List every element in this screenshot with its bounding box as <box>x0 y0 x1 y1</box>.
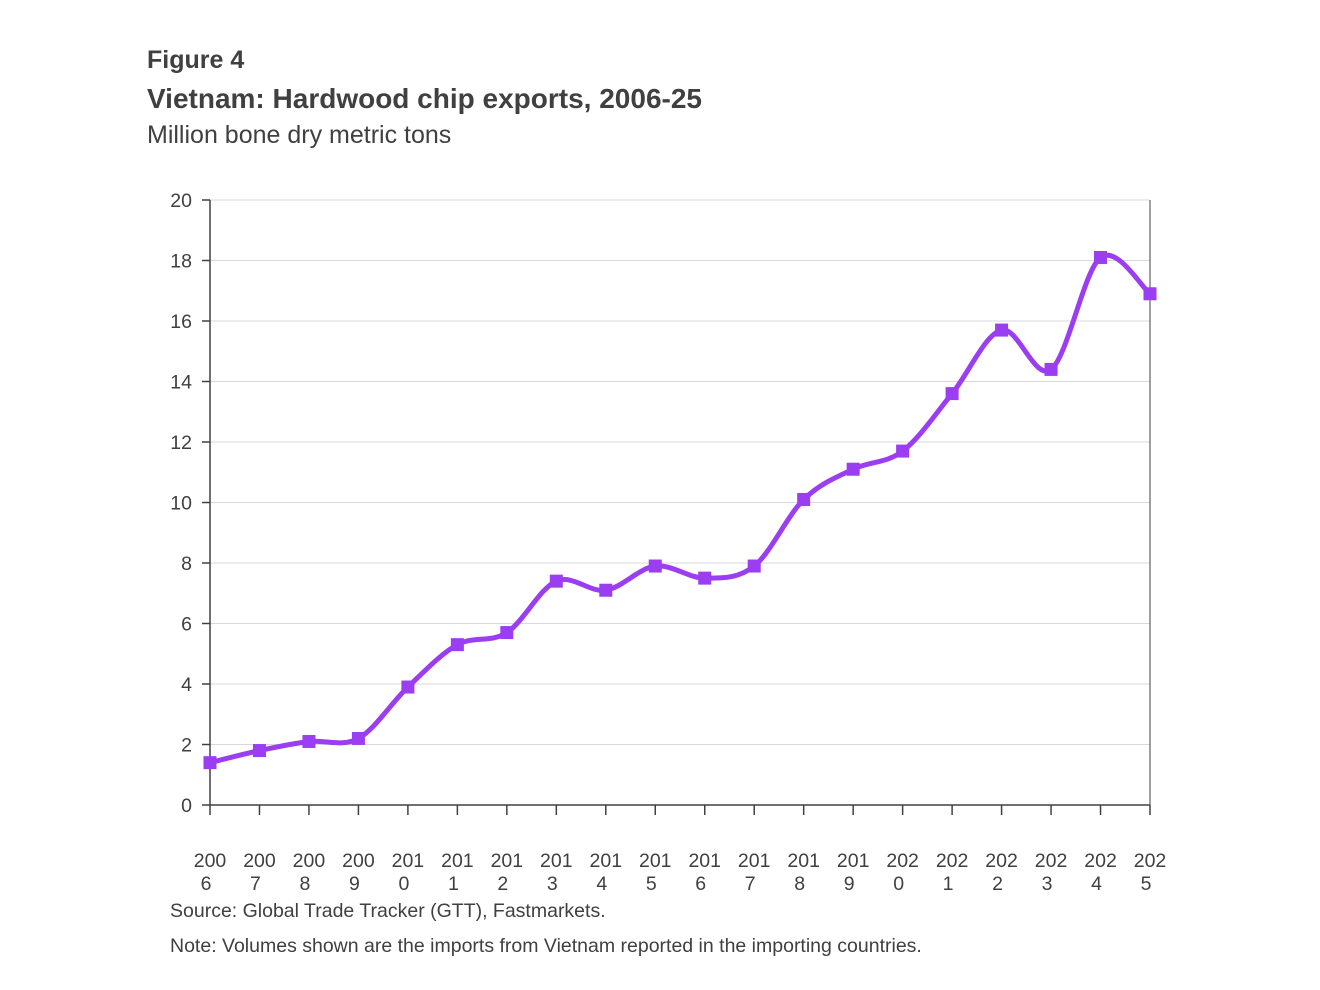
data-point-2013 <box>549 574 563 588</box>
series-line <box>203 250 1157 770</box>
x-tick-label: 202 0 <box>886 850 919 895</box>
chart-subtitle: Million bone dry metric tons <box>147 121 452 149</box>
data-point-2012 <box>500 626 514 640</box>
data-point-2018 <box>797 492 811 506</box>
data-point-2022 <box>995 323 1009 337</box>
x-tick-label: 201 7 <box>738 850 771 895</box>
tick-labels: 0 2 4 6 8 10 12 14 16 18 20 200 6 200 7 200 8 200 9 201 0 201… <box>170 190 1166 895</box>
data-point-2024 <box>1094 250 1108 264</box>
x-tick-label: 202 4 <box>1084 850 1117 895</box>
footnote: Note: Volumes shown are the imports from… <box>170 935 922 957</box>
data-point-2020 <box>896 444 910 458</box>
x-tick-label: 200 7 <box>243 850 276 895</box>
x-tick-label: 201 2 <box>491 850 524 895</box>
x-tick-label: 201 3 <box>540 850 573 895</box>
data-point-2021 <box>945 387 959 401</box>
data-point-2009 <box>351 731 365 745</box>
x-tick-label: 201 1 <box>441 850 474 895</box>
x-tick-label: 201 8 <box>787 850 820 895</box>
x-tick-label: 200 8 <box>293 850 326 895</box>
y-tick-label: 12 <box>170 432 192 454</box>
x-tick-label: 201 9 <box>837 850 870 895</box>
axes <box>202 199 1151 815</box>
y-tick-label: 20 <box>170 190 192 212</box>
x-tick-label: 200 6 <box>194 850 227 895</box>
data-point-2010 <box>401 680 415 694</box>
x-tick-label: 202 2 <box>985 850 1018 895</box>
x-tick-label: 202 3 <box>1035 850 1068 895</box>
x-tick-label: 201 0 <box>392 850 425 895</box>
data-point-2017 <box>747 559 761 573</box>
data-point-2015 <box>648 559 662 573</box>
y-tick-label: 2 <box>181 735 192 757</box>
y-tick-label: 16 <box>170 311 192 333</box>
y-tick-label: 6 <box>181 614 192 636</box>
y-tick-label: 8 <box>181 553 192 575</box>
y-tick-label: 10 <box>170 493 192 515</box>
y-tick-label: 18 <box>170 251 192 273</box>
y-tick-label: 0 <box>181 795 192 817</box>
x-tick-label: 201 4 <box>590 850 623 895</box>
y-tick-label: 14 <box>170 372 192 394</box>
data-point-2016 <box>698 571 712 585</box>
data-point-2023 <box>1044 362 1058 376</box>
x-tick-label: 200 9 <box>342 850 375 895</box>
data-point-2025 <box>1143 287 1157 301</box>
x-tick-label: 201 6 <box>688 850 721 895</box>
x-tick-label: 202 5 <box>1134 850 1167 895</box>
x-tick-label: 202 1 <box>936 850 969 895</box>
data-point-2007 <box>252 744 266 758</box>
source-note: Source: Global Trade Tracker (GTT), Fast… <box>170 900 606 922</box>
chart-title: Vietnam: Hardwood chip exports, 2006-25 <box>147 83 702 114</box>
series-path <box>207 252 1153 766</box>
y-tick-label: 4 <box>181 674 192 696</box>
x-tick-label: 201 5 <box>639 850 672 895</box>
data-point-2019 <box>846 462 860 476</box>
data-point-2011 <box>450 638 464 652</box>
gridlines <box>210 199 1150 745</box>
data-point-2006 <box>203 756 217 770</box>
data-point-2014 <box>599 583 613 597</box>
figure-label: Figure 4 <box>147 46 245 74</box>
data-point-2008 <box>302 734 316 748</box>
